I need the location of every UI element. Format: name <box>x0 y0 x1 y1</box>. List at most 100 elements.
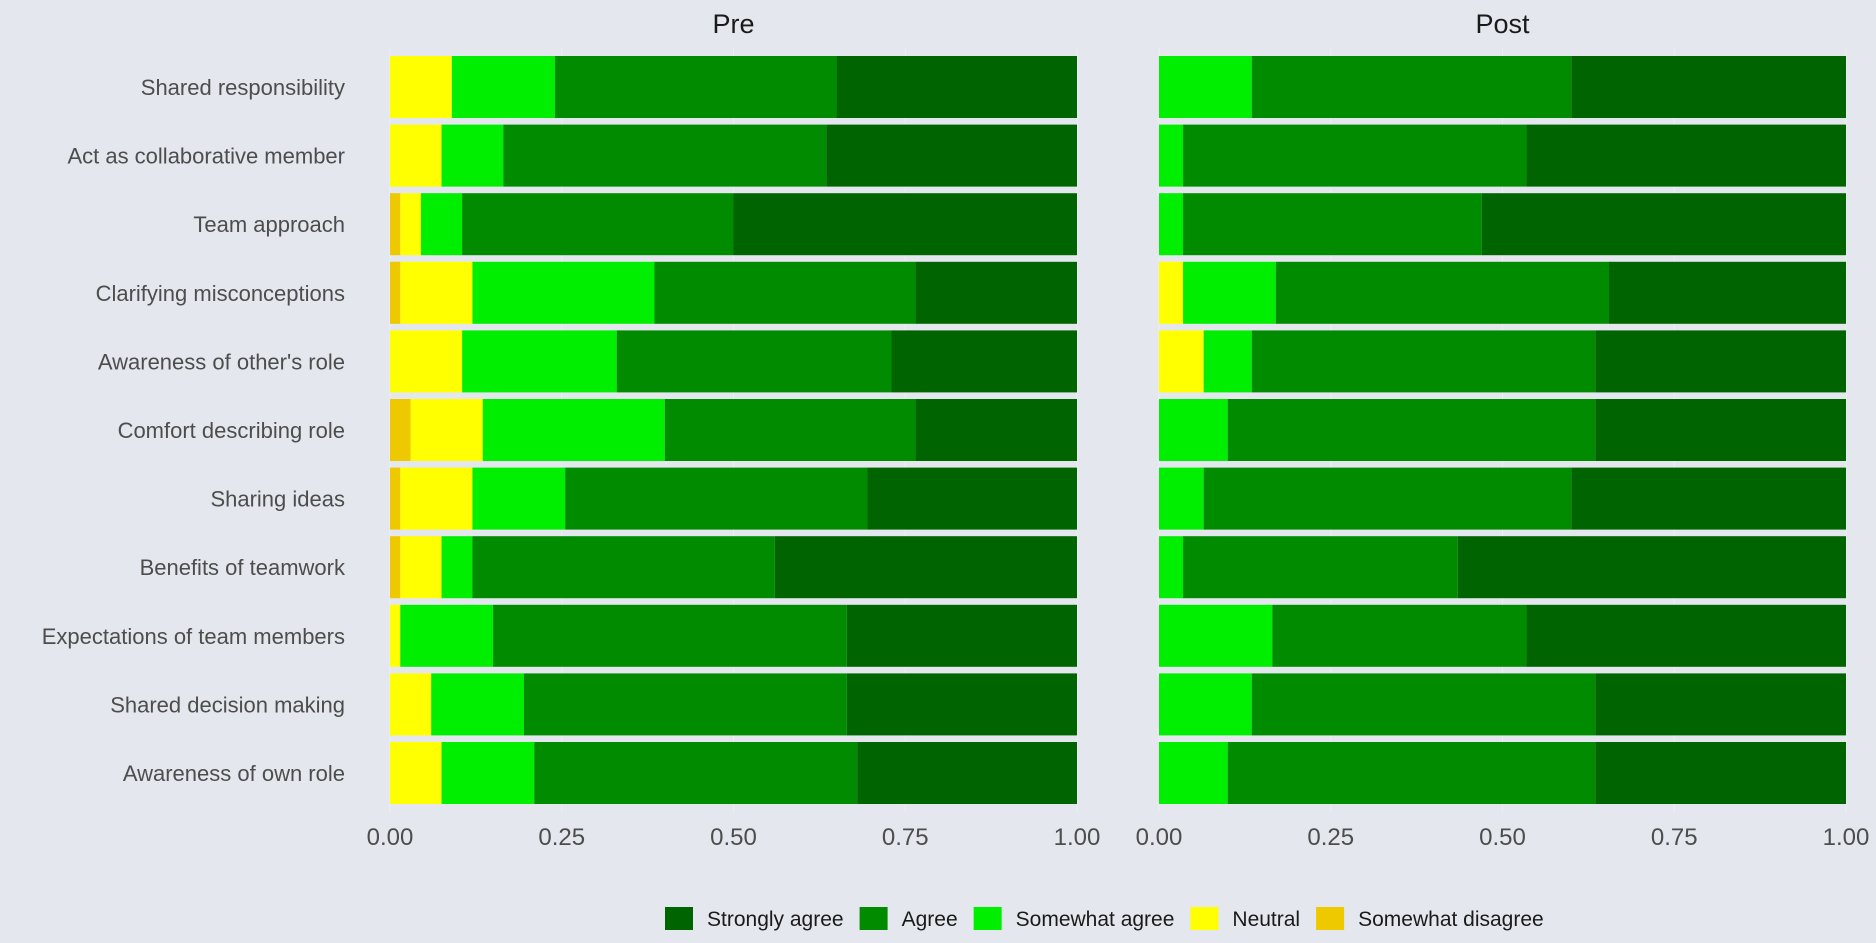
bar-post-neutral <box>1159 330 1204 393</box>
bar-pre-strongly-agree <box>915 399 1077 461</box>
legend-swatch-neutral <box>1190 907 1219 930</box>
bar-pre-strongly-agree <box>733 193 1077 256</box>
bar-post-agree <box>1251 56 1572 118</box>
legend-swatch-agree <box>859 907 888 930</box>
bar-post-somewhat-agree <box>1159 193 1184 256</box>
category-label: Sharing ideas <box>210 487 345 512</box>
x-tick-label: 0.25 <box>1307 824 1354 851</box>
bar-post-somewhat-agree <box>1183 261 1276 324</box>
bar-pre-strongly-agree <box>846 604 1077 667</box>
bar-pre-somewhat-disagree <box>390 536 401 599</box>
x-tick-label: 1.00 <box>1054 824 1101 851</box>
bar-pre-neutral <box>390 124 442 187</box>
category-label: Clarifying misconceptions <box>96 281 345 306</box>
bar-pre-neutral <box>390 330 463 393</box>
bar-pre-agree <box>565 467 868 530</box>
bar-pre-agree <box>523 673 847 736</box>
labels-layer: Pre 0.00 0.25 0.50 0.75 1.00 Post 0.00 0.25 0.50 0… <box>42 9 1870 851</box>
bar-pre-strongly-agree <box>857 742 1077 804</box>
bar-pre-agree <box>534 742 858 804</box>
bar-pre-strongly-agree <box>915 261 1077 324</box>
bar-post-strongly-agree <box>1595 330 1846 393</box>
bar-pre-neutral <box>390 742 442 804</box>
facet-title-pre: Pre <box>712 9 754 39</box>
x-tick-label: 0.25 <box>538 824 585 851</box>
bar-post-agree <box>1183 536 1458 599</box>
bar-pre-agree <box>654 261 916 324</box>
bar-post-strongly-agree <box>1526 604 1846 667</box>
category-label: Awareness of other's role <box>98 349 345 374</box>
bar-pre-neutral <box>400 536 442 599</box>
category-label: Benefits of teamwork <box>140 555 346 580</box>
category-label: Comfort describing role <box>118 418 345 443</box>
category-label: Team approach <box>193 212 345 237</box>
bar-pre-strongly-agree <box>867 467 1077 530</box>
facet-title-post: Post <box>1475 9 1530 39</box>
category-label: Expectations of team members <box>42 624 345 649</box>
bar-post-strongly-agree <box>1595 399 1846 461</box>
bar-pre-neutral <box>410 399 483 461</box>
bar-pre-neutral <box>390 604 401 667</box>
legend-swatch-somewhat-disagree <box>1316 907 1345 930</box>
legend: Strongly agree Agree Somewhat agree Neutral… <box>665 907 1544 931</box>
legend-swatch-strongly-agree <box>665 907 693 930</box>
bar-pre-neutral <box>400 261 473 324</box>
bar-post-neutral <box>1159 261 1184 324</box>
bar-pre-strongly-agree <box>846 673 1077 736</box>
bar-pre-somewhat-agree <box>420 193 463 256</box>
bar-post-agree <box>1272 604 1527 667</box>
legend-label: Strongly agree <box>707 908 844 931</box>
legend-label: Somewhat disagree <box>1358 908 1544 931</box>
bar-pre-somewhat-agree <box>482 399 665 461</box>
bar-pre-somewhat-agree <box>441 124 504 187</box>
bar-post-somewhat-agree <box>1159 124 1184 187</box>
bar-post-strongly-agree <box>1595 742 1846 804</box>
bar-pre-agree <box>664 399 916 461</box>
bar-post-agree <box>1183 124 1527 187</box>
bar-pre-somewhat-disagree <box>390 193 401 256</box>
bar-pre-agree <box>493 604 847 667</box>
category-label: Act as collaborative member <box>67 144 345 169</box>
bar-pre-neutral <box>390 673 432 736</box>
bar-post-somewhat-agree <box>1203 330 1252 393</box>
x-tick-label: 0.50 <box>710 824 757 851</box>
bar-pre-somewhat-disagree <box>390 399 411 461</box>
bar-pre-neutral <box>400 193 421 256</box>
bar-pre-agree <box>462 193 734 256</box>
bar-post-agree <box>1251 330 1596 393</box>
bar-post-strongly-agree <box>1608 261 1846 324</box>
bar-post-somewhat-agree <box>1159 56 1252 118</box>
bar-pre-strongly-agree <box>774 536 1077 599</box>
bar-pre-somewhat-disagree <box>390 467 401 530</box>
bar-post-strongly-agree <box>1526 124 1846 187</box>
bar-pre-neutral <box>390 56 452 118</box>
bar-post-agree <box>1203 467 1572 530</box>
bar-post-somewhat-agree <box>1159 742 1228 804</box>
bar-pre-somewhat-agree <box>400 604 494 667</box>
bar-post-agree <box>1227 399 1596 461</box>
bar-pre-somewhat-agree <box>451 56 555 118</box>
bar-post-strongly-agree <box>1457 536 1846 599</box>
bar-pre-somewhat-disagree <box>390 261 401 324</box>
bar-pre-neutral <box>400 467 473 530</box>
category-label: Shared responsibility <box>141 75 345 100</box>
bar-post-somewhat-agree <box>1159 399 1228 461</box>
bar-post-somewhat-agree <box>1159 673 1252 736</box>
x-tick-label: 0.75 <box>1651 824 1698 851</box>
bar-pre-somewhat-agree <box>441 742 535 804</box>
bar-pre-strongly-agree <box>826 124 1077 187</box>
bar-pre-somewhat-agree <box>441 536 473 599</box>
bar-post-somewhat-agree <box>1159 467 1204 530</box>
legend-label: Somewhat agree <box>1016 908 1175 931</box>
x-tick-label: 0.50 <box>1479 824 1526 851</box>
x-tick-label: 0.00 <box>1136 824 1183 851</box>
bar-post-somewhat-agree <box>1159 536 1184 599</box>
bar-pre-somewhat-agree <box>431 673 524 736</box>
bar-pre-somewhat-agree <box>472 467 566 530</box>
bar-post-strongly-agree <box>1571 56 1846 118</box>
bar-post-agree <box>1275 261 1609 324</box>
x-tick-label: 0.75 <box>882 824 929 851</box>
category-label: Shared decision making <box>110 692 345 717</box>
bar-pre-strongly-agree <box>891 330 1077 393</box>
